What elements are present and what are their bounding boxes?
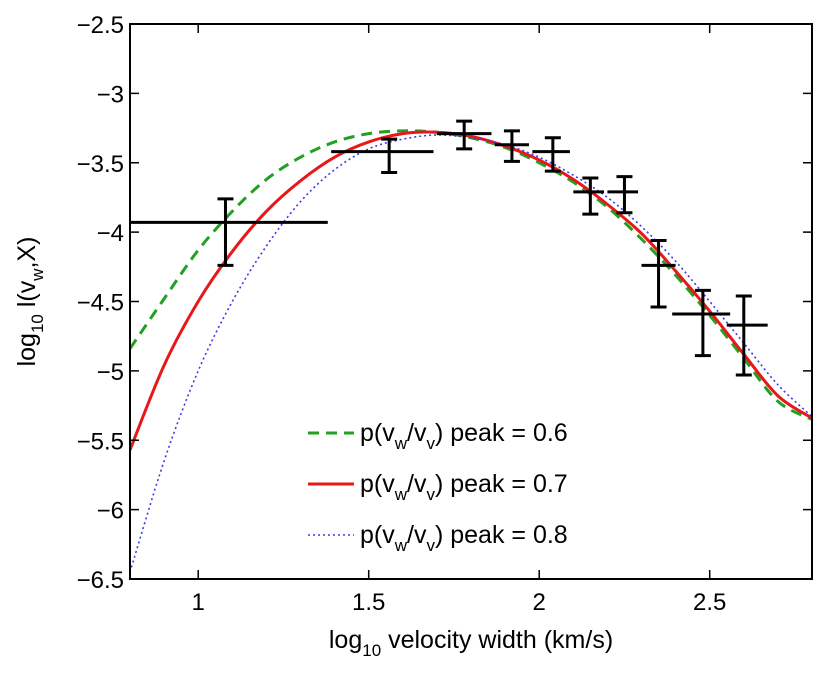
x-axis-label: log10 velocity width (km/s) <box>329 626 613 660</box>
y-axis-label: log10 l(vw,X) <box>13 237 47 367</box>
plot-frame <box>129 23 813 580</box>
y-tick-label: −3 <box>97 81 124 108</box>
data-point-1 <box>331 137 434 174</box>
legend-label-peak-0-8: p(vw/vv) peak = 0.8 <box>360 521 568 555</box>
data-point-6 <box>607 175 639 215</box>
legend-label-peak-0-6: p(vw/vv) peak = 0.6 <box>360 419 568 453</box>
y-tick-label: −6 <box>97 498 124 525</box>
series-line-1 <box>130 130 812 451</box>
y-tick-label: −4 <box>97 220 124 247</box>
data-point-9 <box>726 294 768 377</box>
x-tick-label: 2 <box>533 589 546 616</box>
y-tick-label: −5 <box>97 359 124 386</box>
x-tick-label: 1 <box>192 589 205 616</box>
legend-label-peak-0-7: p(vw/vv) peak = 0.7 <box>360 470 568 504</box>
y-tick-label: −3.5 <box>77 151 124 178</box>
data-point-0 <box>130 197 328 267</box>
data-point-8 <box>672 288 731 358</box>
y-tick-label: −5.5 <box>77 428 124 455</box>
data-point-7 <box>641 238 676 309</box>
x-tick-label: 2.5 <box>693 589 726 616</box>
data-point-5 <box>573 176 604 216</box>
data-points <box>130 119 768 377</box>
y-tick-label: −4.5 <box>77 290 124 317</box>
y-tick-label: −2.5 <box>77 12 124 39</box>
legend: p(vw/vv) peak = 0.6 p(vw/vv) peak = 0.7 … <box>308 419 568 555</box>
series-line-2 <box>130 134 812 573</box>
series-line-0 <box>130 129 812 421</box>
y-tick-label: −6.5 <box>77 567 124 594</box>
y-axis-ticks: −2.5 −3 −3.5 −4 −4.5 −5 −5.5 −6 −6.5 <box>77 12 812 594</box>
model-curves <box>130 129 812 573</box>
data-point-3 <box>494 129 529 163</box>
data-point-4 <box>532 136 570 173</box>
x-axis-ticks: 1 1.5 2 2.5 <box>192 24 726 616</box>
x-tick-label: 1.5 <box>352 589 385 616</box>
data-point-2 <box>436 119 492 151</box>
